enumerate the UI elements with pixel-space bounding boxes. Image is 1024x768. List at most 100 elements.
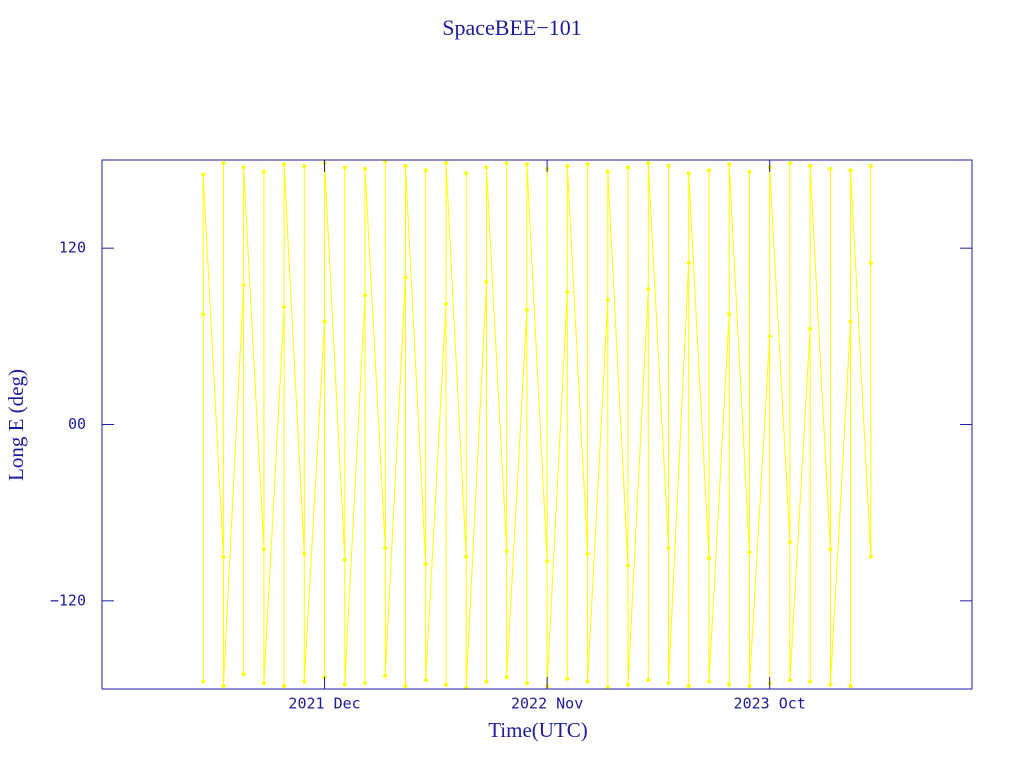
data-point bbox=[282, 162, 287, 167]
data-point bbox=[808, 163, 813, 168]
data-point bbox=[787, 540, 792, 545]
y-tick-label: 120 bbox=[59, 239, 86, 257]
data-point bbox=[282, 304, 287, 309]
data-point bbox=[626, 682, 631, 687]
data-point bbox=[484, 679, 489, 684]
data-point bbox=[828, 682, 833, 687]
data-point bbox=[686, 171, 691, 176]
data-point bbox=[626, 563, 631, 568]
data-point bbox=[585, 551, 590, 556]
data-point bbox=[524, 162, 529, 167]
data-point bbox=[848, 319, 853, 324]
data-point bbox=[241, 672, 246, 677]
data-point bbox=[706, 679, 711, 684]
data-point bbox=[808, 679, 813, 684]
data-point bbox=[464, 554, 469, 559]
data-point bbox=[605, 297, 610, 302]
plot-frame bbox=[101, 159, 973, 690]
data-point bbox=[201, 312, 206, 317]
data-point bbox=[686, 260, 691, 265]
data-point bbox=[504, 548, 509, 553]
data-point bbox=[585, 679, 590, 684]
data-point bbox=[403, 163, 408, 168]
data-point bbox=[524, 307, 529, 312]
data-point bbox=[302, 679, 307, 684]
data-point bbox=[363, 681, 368, 686]
data-point bbox=[363, 293, 368, 298]
data-point bbox=[868, 163, 873, 168]
data-point bbox=[686, 684, 691, 689]
data-point bbox=[706, 556, 711, 561]
data-point bbox=[828, 547, 833, 552]
data-point bbox=[342, 682, 347, 687]
x-axis-label: Time(UTC) bbox=[488, 718, 588, 742]
chart-title: SpaceBEE−101 bbox=[442, 15, 582, 40]
data-point bbox=[727, 682, 732, 687]
data-point bbox=[747, 169, 752, 174]
data-point bbox=[565, 290, 570, 295]
data-point bbox=[363, 166, 368, 171]
data-point bbox=[282, 684, 287, 689]
data-point bbox=[403, 684, 408, 689]
data-point bbox=[787, 160, 792, 165]
data-point bbox=[666, 681, 671, 686]
data-point bbox=[423, 678, 428, 683]
data-point bbox=[646, 287, 651, 292]
data-point bbox=[403, 275, 408, 280]
data-point bbox=[706, 168, 711, 173]
x-tick-label: 2022 Nov bbox=[511, 695, 583, 713]
data-point bbox=[747, 684, 752, 689]
data-point bbox=[302, 551, 307, 556]
data-point bbox=[443, 682, 448, 687]
data-point bbox=[808, 326, 813, 331]
data-point bbox=[868, 260, 873, 265]
data-point bbox=[727, 162, 732, 167]
data-point bbox=[443, 302, 448, 307]
data-point bbox=[383, 545, 388, 550]
data-point bbox=[241, 165, 246, 170]
data-point bbox=[646, 678, 651, 683]
data-line bbox=[202, 161, 872, 688]
data-point bbox=[545, 559, 550, 564]
data-point bbox=[565, 163, 570, 168]
data-point bbox=[342, 557, 347, 562]
data-point bbox=[342, 165, 347, 170]
data-point bbox=[828, 166, 833, 171]
data-point bbox=[868, 554, 873, 559]
data-point bbox=[201, 172, 206, 177]
data-point bbox=[747, 550, 752, 555]
data-point bbox=[322, 319, 327, 324]
data-point bbox=[423, 562, 428, 567]
data-point bbox=[524, 681, 529, 686]
data-point bbox=[504, 160, 509, 165]
data-point bbox=[585, 162, 590, 167]
data-point bbox=[727, 312, 732, 317]
data-point bbox=[646, 160, 651, 165]
data-point bbox=[767, 334, 772, 339]
data-point bbox=[666, 545, 671, 550]
data-point bbox=[423, 168, 428, 173]
data-point bbox=[383, 673, 388, 678]
data-point bbox=[241, 282, 246, 287]
data-point bbox=[221, 160, 226, 165]
data-point bbox=[787, 678, 792, 683]
data-point bbox=[848, 168, 853, 173]
data-point bbox=[261, 169, 266, 174]
data-point bbox=[464, 171, 469, 176]
y-axis-label: Long E (deg) bbox=[4, 369, 28, 481]
data-point bbox=[848, 684, 853, 689]
data-point bbox=[201, 679, 206, 684]
data-point bbox=[302, 163, 307, 168]
x-tick-label: 2021 Dec bbox=[288, 695, 360, 713]
y-tick-label: 00 bbox=[68, 415, 86, 433]
data-point bbox=[605, 169, 610, 174]
data-point bbox=[666, 163, 671, 168]
data-point bbox=[443, 160, 448, 165]
data-point bbox=[261, 547, 266, 552]
x-tick-label: 2023 Oct bbox=[734, 695, 806, 713]
data-point bbox=[626, 165, 631, 170]
data-point bbox=[565, 676, 570, 681]
data-point bbox=[484, 279, 489, 284]
